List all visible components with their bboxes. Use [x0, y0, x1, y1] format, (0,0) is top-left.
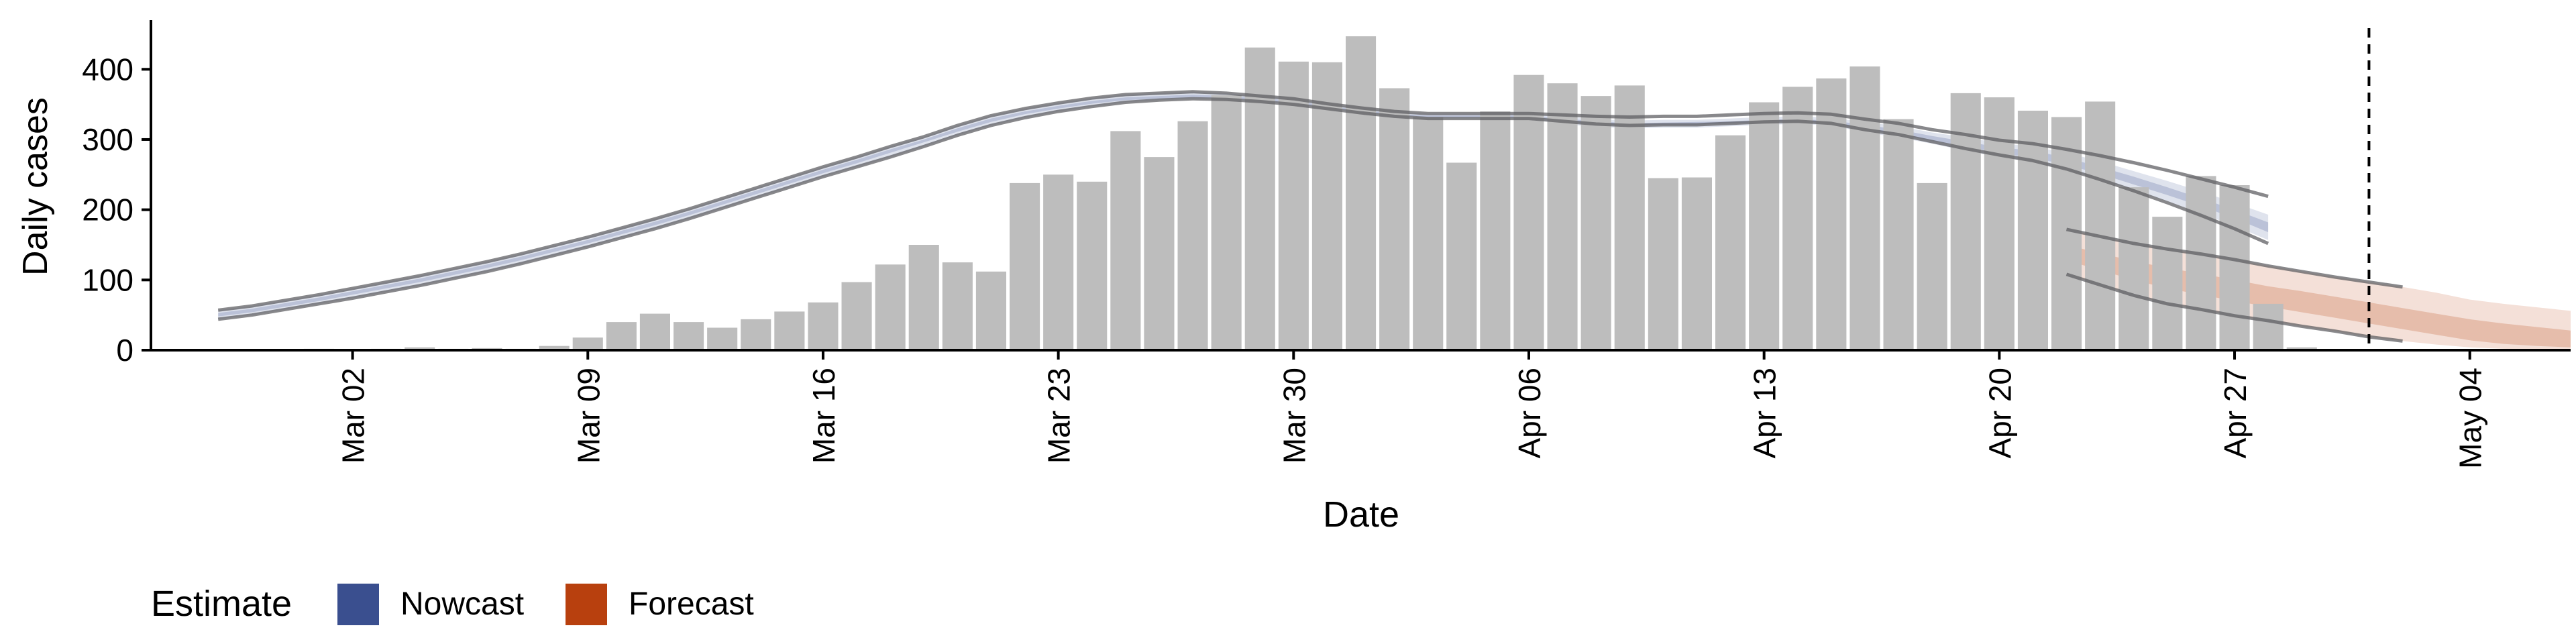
daily-case-bar: [1446, 162, 1477, 350]
forecast-line-lower-line: [2065, 272, 2403, 343]
daily-case-bar: [2017, 111, 2048, 350]
daily-case-bar: [572, 337, 603, 350]
legend-swatch-forecast: [566, 584, 607, 625]
daily-case-bar: [2118, 187, 2149, 350]
daily-case-bar: [1480, 111, 1511, 350]
daily-case-bar: [975, 271, 1006, 350]
y-tick-label: 400: [82, 52, 133, 87]
daily-case-bar: [707, 327, 738, 350]
x-tick-label: Mar 16: [806, 368, 841, 464]
x-tick-label: Mar 23: [1042, 368, 1077, 464]
daily-case-bar: [606, 322, 637, 350]
daily-case-bar: [1244, 47, 1275, 351]
y-tick-label: 100: [82, 262, 133, 297]
y-tick-label: 300: [82, 122, 133, 157]
forecast-inner-band: [2066, 245, 2571, 347]
daily-case-bar: [908, 245, 939, 350]
daily-case-bar: [875, 264, 906, 350]
x-axis-title: Date: [1323, 494, 1399, 535]
nowcast-line-lower-line: [217, 97, 2269, 321]
daily-case-bar: [741, 319, 771, 350]
daily-case-bar: [1782, 87, 1813, 350]
x-tick-label: Apr 13: [1748, 368, 1782, 459]
daily-case-bar: [1077, 181, 1108, 350]
daily-case-bar: [1144, 157, 1175, 350]
daily-case-bar: [1413, 117, 1444, 350]
legend-title: Estimate: [151, 584, 292, 624]
daily-case-bar: [539, 345, 570, 350]
daily-case-bar: [1816, 78, 1847, 351]
legend: Estimate Nowcast Forecast: [151, 584, 754, 625]
legend-label-forecast: Forecast: [629, 586, 754, 622]
legend-swatch-nowcast: [337, 584, 379, 625]
x-axis-ticks: Mar 02 Mar 09 Mar 16 Mar 23 Mar 30 Apr 06 Apr …: [336, 350, 2488, 469]
daily-case-bar: [2152, 217, 2183, 350]
daily-case-bar: [808, 302, 839, 350]
daily-case-bar: [1715, 135, 1746, 350]
daily-case-bars: [270, 36, 2317, 351]
x-tick-label: Apr 20: [1982, 368, 2017, 459]
daily-case-bar: [1917, 182, 1947, 350]
daily-case-bar: [639, 313, 670, 350]
forecast-line-upper-line: [2065, 227, 2403, 289]
x-tick-label: Mar 02: [336, 368, 371, 464]
daily-case-bar: [1043, 174, 1074, 350]
legend-label-nowcast: Nowcast: [400, 586, 524, 622]
daily-case-bar: [774, 311, 805, 350]
daily-case-bar: [1177, 121, 1208, 350]
daily-case-bar: [1849, 66, 1880, 350]
x-tick-label: Mar 30: [1277, 368, 1311, 464]
y-axis-title: Daily cases: [16, 97, 55, 276]
daily-case-bar: [1379, 88, 1410, 350]
daily-case-bar: [2051, 117, 2082, 350]
daily-case-bar: [2253, 303, 2284, 350]
y-axis-ticks: 0 100 200 300 400: [82, 52, 151, 368]
daily-case-bar: [1110, 131, 1141, 350]
estimate-boundary-lines: [217, 90, 2403, 343]
x-tick-label: May 04: [2453, 368, 2488, 469]
x-tick-label: Apr 27: [2218, 368, 2253, 459]
daily-case-bar: [1749, 102, 1780, 350]
daily-case-bar: [1984, 97, 2015, 350]
daily-case-bar: [405, 347, 435, 350]
nowcast-line-upper-line: [217, 90, 2269, 312]
y-tick-label: 200: [82, 193, 133, 227]
daily-case-bar: [1883, 119, 1914, 350]
daily-case-bar: [1010, 182, 1040, 350]
daily-case-bar: [841, 282, 872, 350]
x-tick-label: Mar 09: [571, 368, 606, 464]
daily-case-bar: [1614, 85, 1645, 351]
daily-case-bar: [674, 322, 704, 350]
x-tick-label: Apr 06: [1512, 368, 1547, 459]
daily-case-bar: [1580, 96, 1611, 350]
daily-case-bar: [1648, 178, 1678, 350]
daily-case-bar: [2286, 347, 2317, 350]
daily-case-bar: [1681, 177, 1712, 350]
daily-case-bar: [1278, 61, 1309, 351]
daily-case-bar: [942, 262, 973, 350]
daily-case-bar: [1547, 83, 1578, 350]
y-tick-label: 0: [116, 333, 133, 368]
daily-case-bar: [1346, 36, 1377, 350]
daily-case-bar: [1211, 95, 1242, 350]
daily-case-bar: [2186, 176, 2216, 350]
daily-case-bar: [1513, 74, 1544, 350]
daily-case-bar: [2085, 101, 2116, 350]
daily-case-bar: [2219, 185, 2250, 350]
